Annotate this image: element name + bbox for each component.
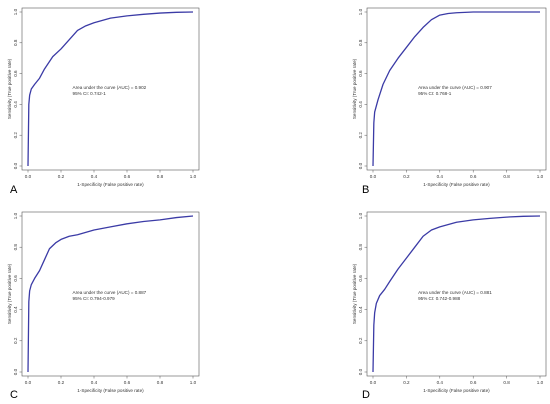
x-tick-label: 0.2 [403,380,410,385]
x-tick-label: 0.2 [403,174,410,179]
ci-annotation: 95% CI: 0.742-1 [73,91,107,96]
plot-frame [366,7,547,171]
y-tick-label: 0.4 [13,101,18,108]
y-tick-label: 0.2 [358,337,363,344]
x-tick-label: 0.8 [157,174,164,179]
y-tick-label: 0.2 [13,132,18,139]
auc-annotation: Area under the curve (AUC) = 0.881 [418,290,492,295]
x-tick-label: 0.0 [370,174,377,179]
ci-annotation: 95% CI: 0.742-0.988 [418,296,461,301]
y-tick-label: 0.8 [358,244,363,251]
panel-label: D [362,389,370,401]
roc-curve-line [27,11,194,167]
roc-panel-c: 0.0 0.2 0.4 0.6 0.8 1.0 0.0 0.2 0.4 0.6 0.8 1.0 1-Sp… [7,211,200,401]
panel-label: C [10,389,18,401]
x-tick-label: 1.0 [190,174,197,179]
y-tick-label: 0.0 [13,368,18,375]
y-tick-label: 0.2 [13,337,18,344]
y-tick-label: 0.0 [358,162,363,169]
y-tick-label: 0.0 [13,162,18,169]
y-tick-label: 0.6 [358,70,363,77]
x-axis-label: 1-Specificity (False positive rate) [77,388,144,393]
x-axis-label: 1-Specificity (False positive rate) [77,182,144,187]
plot-frame [366,211,547,377]
y-axis-label: Sensitivity (True positive rate) [7,263,12,324]
x-tick-label: 0.8 [503,380,510,385]
ci-annotation: 95% CI: 0.794-0.979 [73,296,116,301]
y-tick-label: 1.0 [13,212,18,219]
y-tick-label: 1.0 [358,212,363,219]
y-tick-label: 0.6 [13,275,18,282]
y-tick-label: 0.4 [13,306,18,313]
x-tick-label: 0.6 [124,174,131,179]
x-tick-label: 0.4 [91,380,98,385]
plot-frame [21,7,200,171]
x-tick-label: 0.2 [58,174,65,179]
roc-curve-line [27,215,194,373]
y-tick-label: 0.2 [358,132,363,139]
roc-panel-d: 0.0 0.2 0.4 0.6 0.8 1.0 0.0 0.2 0.4 0.6 0.8 1.0 1-Sp… [352,211,547,401]
y-tick-label: 0.6 [13,70,18,77]
x-tick-label: 0.6 [124,380,131,385]
y-axis-label: Sensitivity (True positive rate) [352,58,357,119]
x-tick-label: 0.4 [437,380,444,385]
x-tick-label: 0.2 [58,380,65,385]
x-tick-label: 0.0 [370,380,377,385]
panel-label: A [10,184,18,196]
auc-annotation: Area under the curve (AUC) = 0.902 [73,85,147,90]
x-tick-label: 0.4 [91,174,98,179]
x-tick-label: 0.6 [470,174,477,179]
y-tick-label: 0.8 [358,39,363,46]
y-axis-label: Sensitivity (True positive rate) [352,263,357,324]
y-axis-label: Sensitivity (True positive rate) [7,58,12,119]
x-tick-label: 0.6 [470,380,477,385]
x-tick-label: 0.0 [25,174,32,179]
y-tick-label: 1.0 [13,8,18,15]
x-axis-label: 1-Specificity (False positive rate) [423,388,490,393]
y-tick-label: 0.8 [13,39,18,46]
x-tick-label: 0.4 [437,174,444,179]
roc-curve-line [372,215,541,373]
roc-panel-a: 0.0 0.2 0.4 0.6 0.8 1.0 0.0 0.2 0.4 0.6 0.8 1.0 1-Sp… [7,7,200,196]
x-tick-label: 0.8 [503,174,510,179]
x-tick-label: 1.0 [537,174,544,179]
y-tick-label: 0.4 [358,101,363,108]
x-axis-label: 1-Specificity (False positive rate) [423,182,490,187]
x-tick-label: 0.8 [157,380,164,385]
roc-curve-line [372,11,540,167]
y-tick-label: 0.6 [358,275,363,282]
auc-annotation: Area under the curve (AUC) = 0.887 [73,290,147,295]
plot-frame [21,211,200,377]
y-tick-label: 0.0 [358,368,363,375]
y-tick-label: 0.4 [358,306,363,313]
auc-annotation: Area under the curve (AUC) = 0.907 [418,85,492,90]
panel-label: B [362,184,369,196]
y-tick-label: 0.8 [13,244,18,251]
x-tick-label: 1.0 [537,380,544,385]
x-tick-label: 0.0 [25,380,32,385]
roc-panel-b: 0.0 0.2 0.4 0.6 0.8 1.0 0.0 0.2 0.4 0.6 0.8 1.0 1-Sp… [352,7,547,196]
x-tick-label: 1.0 [190,380,197,385]
ci-annotation: 95% CI: 0.768-1 [418,91,452,96]
y-tick-label: 1.0 [358,8,363,15]
